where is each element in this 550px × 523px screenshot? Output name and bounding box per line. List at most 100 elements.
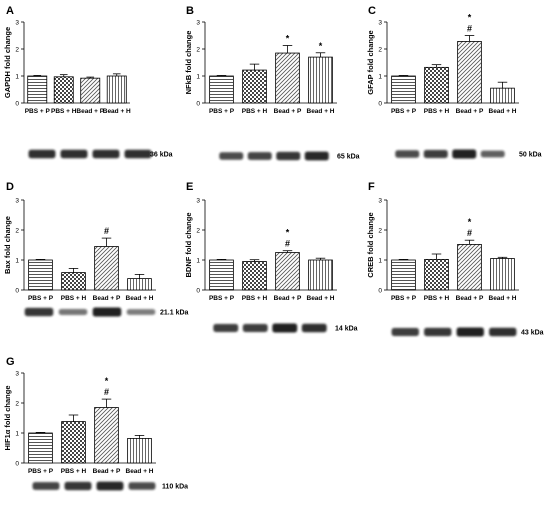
y-tick-label: 3: [15, 19, 19, 26]
blot-band-4: [126, 309, 156, 315]
panel-label: B: [186, 5, 194, 17]
category-label: Bead + P: [274, 108, 302, 115]
molecular-weight-label: 43 kDa: [521, 330, 544, 337]
category-label: Bead + P: [456, 295, 484, 302]
category-label: PBS + H: [242, 295, 268, 302]
bar-2: [61, 421, 86, 464]
asterisk-mark: *: [319, 41, 323, 51]
y-tick-label: 1: [378, 73, 382, 80]
blot-band-2: [424, 327, 452, 337]
category-label: PBS + P: [391, 295, 417, 302]
blot-band-2: [64, 481, 92, 491]
panel-label: G: [6, 356, 15, 368]
y-tick-label: 2: [196, 227, 200, 234]
y-tick-label: 2: [378, 46, 382, 53]
blot-band-1: [391, 328, 419, 336]
panel-label: A: [6, 5, 14, 17]
y-tick-label: 2: [15, 46, 19, 53]
y-tick-label: 1: [378, 257, 382, 264]
y-axis-title: NFkB fold change: [184, 31, 193, 95]
bar-4: [127, 278, 152, 291]
asterisk-mark: *: [468, 13, 472, 23]
category-label: PBS + H: [61, 468, 87, 475]
category-label: PBS + P: [209, 108, 235, 115]
blot-band-1: [24, 307, 54, 317]
y-tick-label: 0: [15, 100, 19, 107]
category-label: Bead + H: [307, 108, 335, 115]
hash-mark: #: [467, 24, 472, 34]
bar-4: [490, 87, 515, 104]
molecular-weight-label: 21.1 kDa: [160, 310, 189, 317]
y-tick-label: 3: [378, 197, 382, 204]
blot-band-3: [272, 323, 298, 333]
category-label: PBS + P: [28, 468, 54, 475]
y-tick-label: 3: [196, 197, 200, 204]
bar-4: [308, 259, 333, 291]
bar-3: [80, 77, 101, 104]
panel-e: E 0 1 2 3 BDNF fold change PBS + P PBS + H #* Bea…: [184, 181, 358, 333]
hash-mark: #: [285, 239, 290, 249]
y-tick-label: 0: [196, 100, 200, 107]
bar-1: [391, 259, 416, 291]
blot-band-3: [92, 149, 120, 159]
blot-band-1: [219, 152, 244, 160]
category-label: Bead + P: [76, 108, 104, 115]
y-tick-label: 2: [15, 227, 19, 234]
molecular-weight-label: 110 kDa: [162, 484, 188, 491]
bar-1: [28, 259, 53, 291]
category-label: Bead + P: [93, 468, 121, 475]
asterisk-mark: *: [286, 228, 290, 238]
y-axis-title: GFAP fold change: [366, 30, 375, 94]
y-tick-label: 0: [15, 460, 19, 467]
y-tick-label: 2: [15, 400, 19, 407]
y-tick-label: 1: [15, 257, 19, 264]
y-tick-label: 3: [15, 370, 19, 377]
category-label: PBS + P: [391, 108, 417, 115]
bar-1: [209, 259, 234, 291]
panel-d: D 0 1 2 3 Bax fold change PBS + P PBS + H # Bead …: [3, 181, 189, 317]
blot-band-1: [32, 482, 60, 490]
panel-label: D: [6, 181, 14, 193]
blot-band-4: [489, 327, 517, 337]
y-tick-label: 2: [196, 46, 200, 53]
molecular-weight-label: 50 kDa: [519, 152, 542, 159]
category-label: Bead + P: [456, 108, 484, 115]
bar-4: [490, 258, 515, 291]
y-tick-label: 3: [378, 19, 382, 26]
y-tick-label: 1: [196, 257, 200, 264]
category-label: Bead + H: [126, 468, 154, 475]
blot-band-1: [395, 150, 420, 158]
y-axis-title: Bax fold change: [3, 216, 12, 274]
bar-3: [275, 252, 300, 291]
blot-band-1: [213, 324, 239, 332]
molecular-weight-label: 14 kDa: [335, 326, 358, 333]
y-tick-label: 1: [15, 73, 19, 80]
category-label: Bead + H: [307, 295, 335, 302]
bar-3: [457, 41, 482, 104]
blot-band-4: [480, 150, 505, 158]
bar-2: [424, 66, 449, 104]
asterisk-mark: *: [105, 376, 109, 386]
bar-3: [275, 52, 300, 104]
panel-label: E: [186, 181, 193, 193]
bar-1: [209, 75, 234, 104]
bar-1: [391, 75, 416, 104]
y-tick-label: 0: [378, 100, 382, 107]
blot-band-1: [28, 149, 56, 159]
blot-band-3: [96, 481, 124, 491]
bar-2: [242, 69, 267, 104]
panel-label: F: [368, 181, 375, 193]
blot-band-2: [58, 309, 88, 315]
bar-2: [61, 272, 86, 291]
y-tick-label: 0: [196, 287, 200, 294]
blot-band-4: [124, 149, 152, 159]
asterisk-mark: *: [468, 217, 472, 227]
panel-g: G 0 1 2 3 HIF1α fold change PBS + P PBS + H #* Be…: [3, 356, 188, 491]
blot-band-4: [304, 151, 329, 161]
bar-2: [53, 76, 74, 104]
category-label: PBS + H: [242, 108, 268, 115]
y-tick-label: 3: [15, 197, 19, 204]
